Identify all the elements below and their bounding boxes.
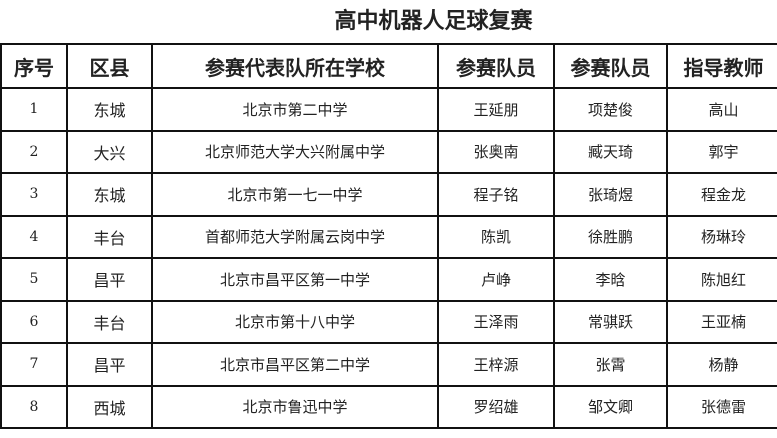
cell-index: 5: [0, 257, 68, 302]
cell-member-1: 王泽雨: [437, 299, 555, 344]
header-member-2: 参赛队员: [553, 43, 668, 89]
cell-district: 昌平: [66, 257, 153, 302]
cell-district: 西城: [66, 384, 153, 429]
cell-member-2: 李晗: [553, 257, 668, 302]
cell-member-2: 项楚俊: [553, 87, 668, 132]
table-row: 6 丰台 北京市第十八中学 王泽雨 常骐跃 王亚楠: [0, 299, 777, 344]
cell-member-1: 程子铭: [437, 172, 555, 217]
cell-member-1: 陈凯: [437, 214, 555, 259]
cell-member-1: 王延朋: [437, 87, 555, 132]
cell-index: 1: [0, 87, 68, 132]
cell-district: 丰台: [66, 299, 153, 344]
header-index: 序号: [0, 43, 68, 89]
header-row: 序号 区县 参赛代表队所在学校 参赛队员 参赛队员 指导教师: [0, 43, 777, 89]
table-row: 2 大兴 北京师范大学大兴附属中学 张奥南 臧天琦 郭宇: [0, 129, 777, 174]
header-district: 区县: [66, 43, 153, 89]
cell-index: 3: [0, 172, 68, 217]
cell-district: 东城: [66, 87, 153, 132]
cell-index: 4: [0, 214, 68, 259]
table-row: 7 昌平 北京市昌平区第二中学 王梓源 张霄 杨静: [0, 342, 777, 387]
cell-member-2: 张琦煜: [553, 172, 668, 217]
cell-school: 北京市第一七一中学: [151, 172, 439, 217]
table-row: 5 昌平 北京市昌平区第一中学 卢峥 李晗 陈旭红: [0, 257, 777, 302]
cell-district: 丰台: [66, 214, 153, 259]
table-row: 3 东城 北京市第一七一中学 程子铭 张琦煜 程金龙: [0, 172, 777, 217]
cell-teacher: 郭宇: [666, 129, 777, 174]
table-row: 1 东城 北京市第二中学 王延朋 项楚俊 高山: [0, 87, 777, 132]
cell-school: 北京市昌平区第一中学: [151, 257, 439, 302]
cell-district: 东城: [66, 172, 153, 217]
cell-teacher: 高山: [666, 87, 777, 132]
sheet-title: 高中机器人足球复赛: [334, 9, 533, 34]
cell-member-2: 臧天琦: [553, 129, 668, 174]
cell-index: 2: [0, 129, 68, 174]
cell-member-1: 卢峥: [437, 257, 555, 302]
cell-index: 6: [0, 299, 68, 344]
cell-teacher: 程金龙: [666, 172, 777, 217]
cell-school: 北京师范大学大兴附属中学: [151, 129, 439, 174]
table-row: 8 西城 北京市鲁迅中学 罗绍雄 邹文卿 张德雷: [0, 384, 777, 429]
cell-member-1: 罗绍雄: [437, 384, 555, 429]
cell-school: 北京市第十八中学: [151, 299, 439, 344]
cell-district: 大兴: [66, 129, 153, 174]
cell-teacher: 陈旭红: [666, 257, 777, 302]
cell-school: 北京市鲁迅中学: [151, 384, 439, 429]
cell-school: 北京市第二中学: [151, 87, 439, 132]
cell-member-2: 邹文卿: [553, 384, 668, 429]
cell-member-1: 王梓源: [437, 342, 555, 387]
header-school: 参赛代表队所在学校: [151, 43, 439, 89]
header-member-1: 参赛队员: [437, 43, 555, 89]
cell-district: 昌平: [66, 342, 153, 387]
cell-teacher: 张德雷: [666, 384, 777, 429]
cell-teacher: 杨静: [666, 342, 777, 387]
results-table: 序号 区县 参赛代表队所在学校 参赛队员 参赛队员 指导教师 1 东城 北京市第二中学 王延朋项…: [0, 43, 777, 429]
header-teacher: 指导教师: [666, 43, 777, 89]
cell-school: 北京市昌平区第二中学: [151, 342, 439, 387]
cell-index: 7: [0, 342, 68, 387]
cell-member-2: 徐胜鹏: [553, 214, 668, 259]
table-row: 4 丰台 首都师范大学附属云岗中学 陈凯 徐胜鹏 杨琳玲: [0, 214, 777, 259]
cell-school: 首都师范大学附属云岗中学: [151, 214, 439, 259]
cell-member-1: 张奥南: [437, 129, 555, 174]
cell-teacher: 杨琳玲: [666, 214, 777, 259]
cell-member-2: 张霄: [553, 342, 668, 387]
cell-teacher: 王亚楠: [666, 299, 777, 344]
cell-member-2: 常骐跃: [553, 299, 668, 344]
cell-index: 8: [0, 384, 68, 429]
